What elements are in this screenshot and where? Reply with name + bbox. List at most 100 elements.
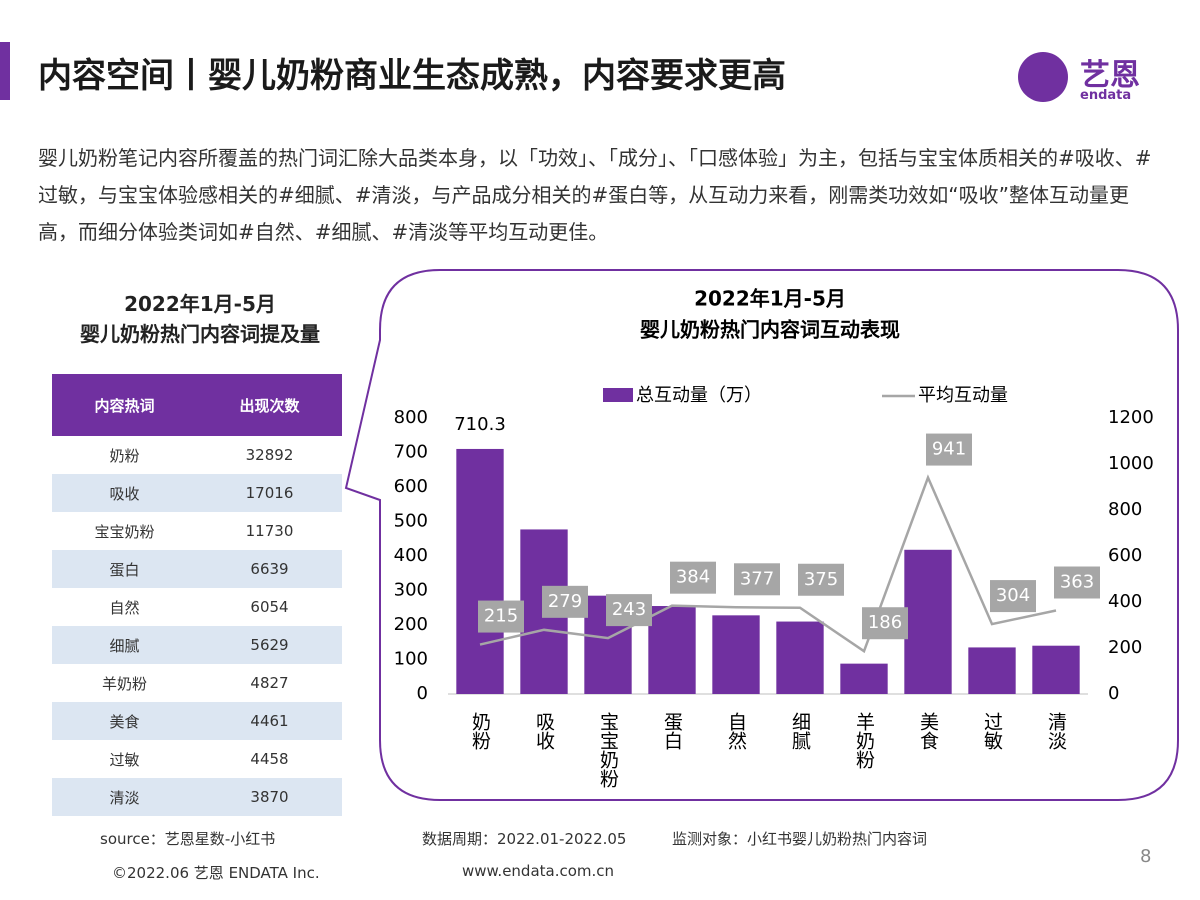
table-row: 清淡 3870 bbox=[52, 778, 342, 816]
target: 监测对象：小红书婴儿奶粉热门内容词 bbox=[672, 830, 928, 848]
table-row: 奶粉 32892 bbox=[52, 436, 342, 474]
x-tick-label: 过敏 bbox=[981, 712, 1003, 750]
bar bbox=[904, 549, 952, 694]
line-label-box bbox=[478, 600, 524, 633]
y2-tick-label: 200 bbox=[1108, 637, 1142, 658]
table-row: 蛋白 6639 bbox=[52, 550, 342, 588]
x-tick-label: 自然 bbox=[725, 712, 747, 750]
y-tick-label: 700 bbox=[394, 442, 428, 463]
paragraph: 婴儿奶粉笔记内容所覆盖的热门词汇除大品类本身，以「功效」、「成分」、「口感体验」… bbox=[38, 146, 1152, 244]
y2-tick-label: 1200 bbox=[1108, 407, 1154, 428]
x-tick-label: 奶粉 bbox=[469, 712, 491, 750]
line-value-label: 375 bbox=[804, 569, 838, 590]
y2-tick-label: 1000 bbox=[1108, 453, 1154, 474]
table-cell: 11730 bbox=[245, 522, 294, 540]
y-tick-label: 400 bbox=[394, 545, 428, 566]
table-cell: 吸收 bbox=[52, 474, 197, 512]
chart-title: 2022年1月-5月 bbox=[694, 287, 846, 311]
period: 数据周期：2022.01-2022.05 bbox=[422, 830, 627, 848]
table-row: 细腻 5629 bbox=[52, 626, 342, 664]
y-tick-label: 300 bbox=[394, 580, 428, 601]
table-header-cell: 出现次数 bbox=[197, 374, 342, 436]
x-tick-label: 细腻 bbox=[789, 712, 811, 750]
line-label-box bbox=[990, 580, 1036, 613]
line-value-label: 279 bbox=[548, 591, 582, 612]
logo-sub: endata bbox=[1080, 88, 1132, 103]
line-label-box bbox=[670, 561, 716, 594]
table-cell: 细腻 bbox=[52, 626, 197, 664]
callout-frame bbox=[344, 269, 1179, 801]
table-cell: 羊奶粉 bbox=[101, 674, 147, 693]
table-header: 内容热词 出现次数 bbox=[52, 374, 342, 436]
line-label-box bbox=[926, 433, 972, 466]
line-value-label: 941 bbox=[932, 439, 966, 460]
y-tick-label: 0 bbox=[417, 683, 428, 704]
table-cell: 自然 bbox=[109, 598, 140, 617]
url: www.endata.com.cn bbox=[462, 862, 615, 880]
y2-tick-label: 0 bbox=[1108, 683, 1119, 704]
legend-label: 总互动量（万） bbox=[636, 385, 762, 406]
chart-subtitle: 婴儿奶粉热门内容词互动表现 bbox=[640, 318, 900, 342]
bar bbox=[776, 621, 824, 694]
x-tick-label: 宝宝奶粉 bbox=[597, 712, 619, 788]
table-row: 羊奶粉 4827 bbox=[52, 664, 342, 702]
line-value-label: 243 bbox=[612, 599, 646, 620]
table-cell: 4461 bbox=[197, 702, 342, 740]
table-cell: 6639 bbox=[197, 550, 342, 588]
y-tick-label: 800 bbox=[394, 407, 428, 428]
line-value-label: 384 bbox=[676, 567, 710, 588]
y2-tick-label: 800 bbox=[1108, 499, 1142, 520]
line-label-box bbox=[606, 594, 652, 627]
logo: 艺恩 bbox=[1080, 58, 1140, 93]
bar bbox=[840, 663, 888, 694]
line-label-box bbox=[1054, 566, 1100, 599]
table-cell: 17016 bbox=[197, 474, 342, 512]
x-tick-label: 吸收 bbox=[533, 712, 555, 750]
bar bbox=[1032, 645, 1080, 694]
table-title: 2022年1月-5月 bbox=[124, 292, 276, 316]
table-row: 美食 4461 bbox=[52, 702, 342, 740]
table-row: 过敏 4458 bbox=[52, 740, 342, 778]
y-tick-label: 200 bbox=[394, 614, 428, 635]
line-label-box bbox=[542, 585, 588, 618]
slide-title: 内容空间丨婴儿奶粉商业生态成熟，内容要求更高 bbox=[38, 56, 786, 96]
table: 内容热词 出现次数奶粉 32892 吸收 17016 宝宝奶粉 11730 蛋白 6639 自然 6… bbox=[52, 374, 342, 816]
table-cell: 6054 bbox=[250, 598, 289, 616]
table-cell: 宝宝奶粉 bbox=[94, 522, 155, 541]
y2-tick-label: 400 bbox=[1108, 591, 1142, 612]
table-cell: 4458 bbox=[250, 750, 289, 768]
line-value-label: 377 bbox=[740, 568, 774, 589]
line-value-label: 215 bbox=[484, 606, 518, 627]
x-tick-label: 美食 bbox=[917, 712, 939, 750]
line-label-box bbox=[734, 563, 780, 596]
table-cell: 4827 bbox=[250, 674, 289, 692]
table-cell: 美食 bbox=[52, 702, 197, 740]
y-tick-label: 600 bbox=[394, 476, 428, 497]
table-cell: 过敏 bbox=[109, 750, 140, 769]
table-subtitle: 婴儿奶粉热门内容词提及量 bbox=[80, 322, 320, 346]
table-cell: 32892 bbox=[245, 446, 294, 464]
x-tick-label: 羊奶粉 bbox=[853, 712, 875, 769]
table-header-cell: 内容热词 bbox=[52, 374, 197, 436]
table-row: 自然 6054 bbox=[52, 588, 342, 626]
accent-bar bbox=[0, 42, 10, 100]
y2-tick-label: 600 bbox=[1108, 545, 1142, 566]
table-cell: 奶粉 bbox=[109, 446, 140, 465]
line-label-box bbox=[862, 607, 908, 640]
legend-label: 平均互动量 bbox=[918, 385, 1008, 406]
line-value-label: 186 bbox=[868, 612, 902, 633]
line bbox=[479, 474, 1057, 654]
table-cell: 5629 bbox=[197, 626, 342, 664]
x-tick-label: 清淡 bbox=[1045, 712, 1067, 750]
table-cell: 清淡 bbox=[52, 778, 197, 816]
table-cell: 蛋白 bbox=[52, 550, 197, 588]
bar bbox=[968, 647, 1016, 694]
bar-value-label: 710.3 bbox=[454, 414, 506, 435]
table-cell: 3870 bbox=[197, 778, 342, 816]
copyright: ©2022.06 艺恩 ENDATA Inc. bbox=[112, 864, 320, 882]
y-tick-label: 500 bbox=[394, 511, 428, 532]
legend-swatch bbox=[603, 388, 633, 402]
table-row: 吸收 17016 bbox=[52, 474, 342, 512]
